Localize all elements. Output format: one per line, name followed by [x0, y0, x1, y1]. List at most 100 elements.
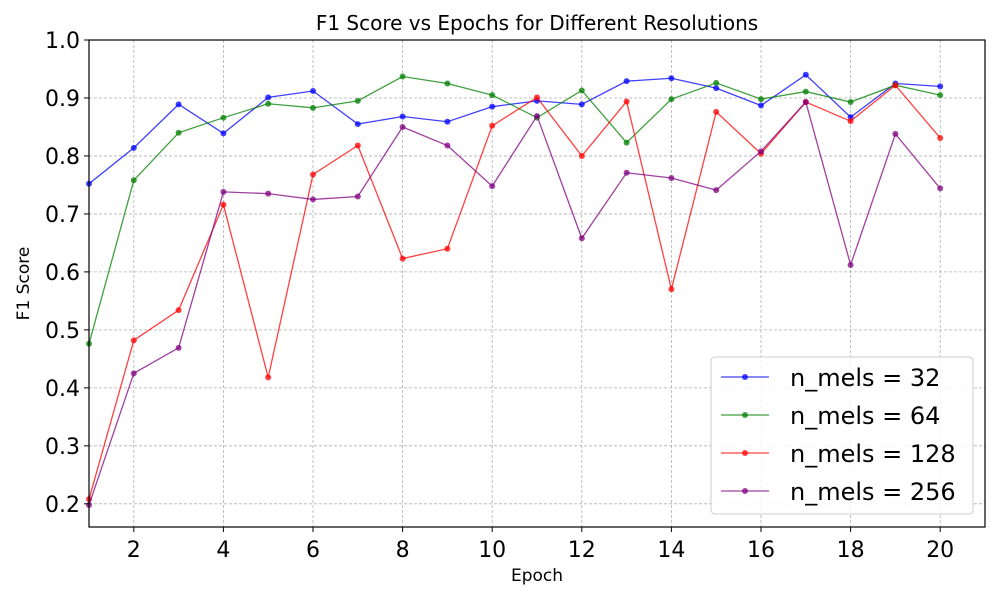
data-point	[937, 134, 944, 141]
x-tick-label: 12	[568, 538, 596, 563]
x-tick-label: 20	[926, 538, 954, 563]
data-point	[668, 96, 675, 103]
data-point	[399, 73, 406, 80]
data-point	[668, 174, 675, 181]
legend: n_mels = 32 n_mels = 64 n_mels = 128 n_mels…	[710, 356, 974, 515]
series-0	[86, 71, 944, 187]
data-point	[668, 286, 675, 293]
legend-label: n_mels = 256	[790, 478, 956, 506]
legend-entry: n_mels = 128	[721, 440, 956, 468]
legend-label: n_mels = 32	[790, 364, 940, 392]
data-point	[713, 85, 720, 92]
y-tick-label: 0.4	[45, 377, 80, 402]
x-tick-label: 10	[478, 538, 506, 563]
data-point	[713, 79, 720, 86]
legend-swatch-marker	[742, 412, 748, 418]
data-point	[892, 130, 899, 137]
data-point	[310, 88, 316, 95]
legend-entry: n_mels = 256	[721, 478, 956, 506]
data-point	[130, 337, 137, 344]
data-point	[310, 171, 316, 178]
y-tick-label: 0.6	[45, 261, 80, 286]
legend-box	[710, 356, 974, 515]
y-tick-label: 0.8	[45, 145, 80, 170]
data-point	[623, 169, 630, 176]
data-point	[265, 100, 272, 107]
x-axis-label: Epoch	[511, 566, 563, 586]
data-point	[758, 148, 764, 155]
data-point	[713, 187, 720, 194]
data-point	[802, 99, 809, 106]
x-tick-label: 18	[837, 538, 865, 563]
data-point	[802, 88, 809, 95]
x-tick-label: 2	[127, 538, 141, 563]
data-point	[354, 121, 361, 128]
x-tick-label: 14	[657, 538, 685, 563]
data-point	[623, 139, 630, 146]
data-point	[578, 87, 585, 94]
data-point	[399, 113, 406, 120]
legend-swatch-marker	[742, 488, 748, 494]
y-tick-label: 0.9	[45, 87, 80, 112]
data-point	[130, 144, 137, 151]
data-point	[578, 235, 585, 242]
series-lines	[86, 71, 944, 508]
legend-entry: n_mels = 32	[721, 364, 940, 392]
data-point	[847, 118, 854, 125]
data-point	[668, 75, 675, 82]
data-point	[265, 374, 272, 381]
series-line	[88, 73, 941, 185]
y-tick-label: 1.0	[45, 29, 80, 54]
data-point	[354, 193, 361, 200]
data-point	[534, 94, 540, 101]
axis-ticks: 2 4 6 8 10 12 14 16 18 20 0.2 0.3 0.4 0.5 0.6 0.7 0.8 0.9…	[45, 29, 954, 563]
data-point	[354, 97, 361, 104]
data-point	[130, 370, 137, 377]
legend-label: n_mels = 128	[790, 440, 956, 468]
data-point	[175, 129, 182, 136]
data-point	[802, 71, 809, 78]
data-point	[444, 142, 451, 149]
y-tick-label: 0.2	[45, 493, 80, 518]
x-tick-label: 16	[747, 538, 775, 563]
y-tick-label: 0.5	[45, 319, 80, 344]
legend-label: n_mels = 64	[790, 402, 940, 430]
series-1	[86, 73, 944, 347]
data-point	[310, 196, 316, 203]
plot-frame	[88, 39, 986, 528]
data-point	[758, 102, 764, 109]
data-point	[175, 101, 182, 108]
data-point	[489, 103, 496, 110]
y-axis-label: F1 Score	[14, 247, 34, 321]
data-point	[847, 261, 854, 268]
chart-title: F1 Score vs Epochs for Different Resolut…	[316, 11, 758, 35]
x-tick-label: 6	[306, 538, 320, 563]
data-point	[937, 185, 944, 192]
data-point	[892, 82, 899, 89]
data-point	[623, 98, 630, 105]
data-point	[847, 99, 854, 106]
data-point	[175, 307, 182, 314]
data-point	[489, 183, 496, 190]
data-point	[623, 78, 630, 85]
data-point	[265, 94, 272, 101]
data-point	[444, 80, 451, 87]
data-point	[220, 188, 227, 195]
data-point	[534, 112, 540, 119]
data-point	[489, 92, 496, 99]
data-point	[578, 101, 585, 108]
y-tick-label: 0.7	[45, 203, 80, 228]
data-point	[265, 190, 272, 197]
data-point	[399, 255, 406, 262]
legend-entry: n_mels = 64	[721, 402, 940, 430]
data-point	[175, 344, 182, 351]
data-point	[220, 114, 227, 121]
data-point	[220, 130, 227, 137]
series-line	[88, 75, 941, 344]
data-point	[937, 92, 944, 99]
series-line	[88, 100, 941, 506]
data-point	[399, 123, 406, 130]
data-point	[130, 177, 137, 184]
data-point	[444, 245, 451, 252]
